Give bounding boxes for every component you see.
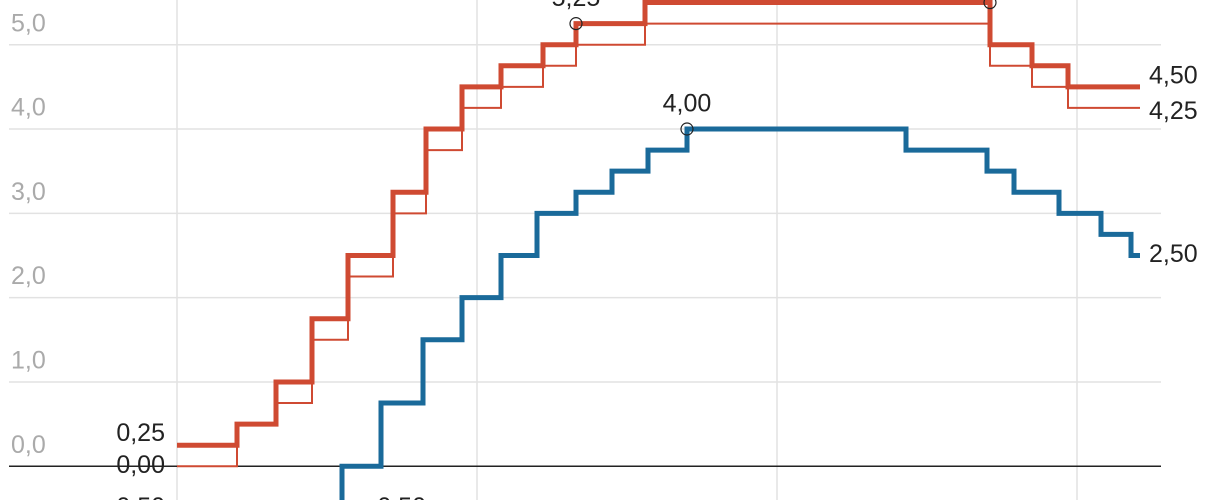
y-tick-label: 1,0 (11, 347, 46, 375)
annotation: 4,00 (663, 90, 712, 118)
annotation: -0,50 (369, 493, 426, 500)
annotation: 0,25 (116, 419, 165, 447)
point-marker (569, 17, 583, 31)
annotation: 4,50 (1149, 61, 1198, 89)
step-line (339, 126, 1140, 500)
step-line (177, 0, 1140, 448)
annotation: 0,00 (116, 451, 165, 479)
annotation: 4,25 (1149, 97, 1198, 125)
annotation: 2,50 (1149, 240, 1198, 268)
point-marker (983, 0, 997, 10)
annotation: 5,25 (552, 0, 601, 12)
y-tick-label: 5,0 (11, 9, 46, 37)
y-tick-label: 0,0 (11, 431, 46, 459)
point-marker (680, 122, 694, 136)
y-tick-label: 4,0 (11, 94, 46, 122)
y-tick-label: 3,0 (11, 178, 46, 206)
y-tick-label: 2,0 (11, 262, 46, 290)
step-line (177, 22, 1140, 468)
annotation: -0,50 (108, 493, 165, 500)
